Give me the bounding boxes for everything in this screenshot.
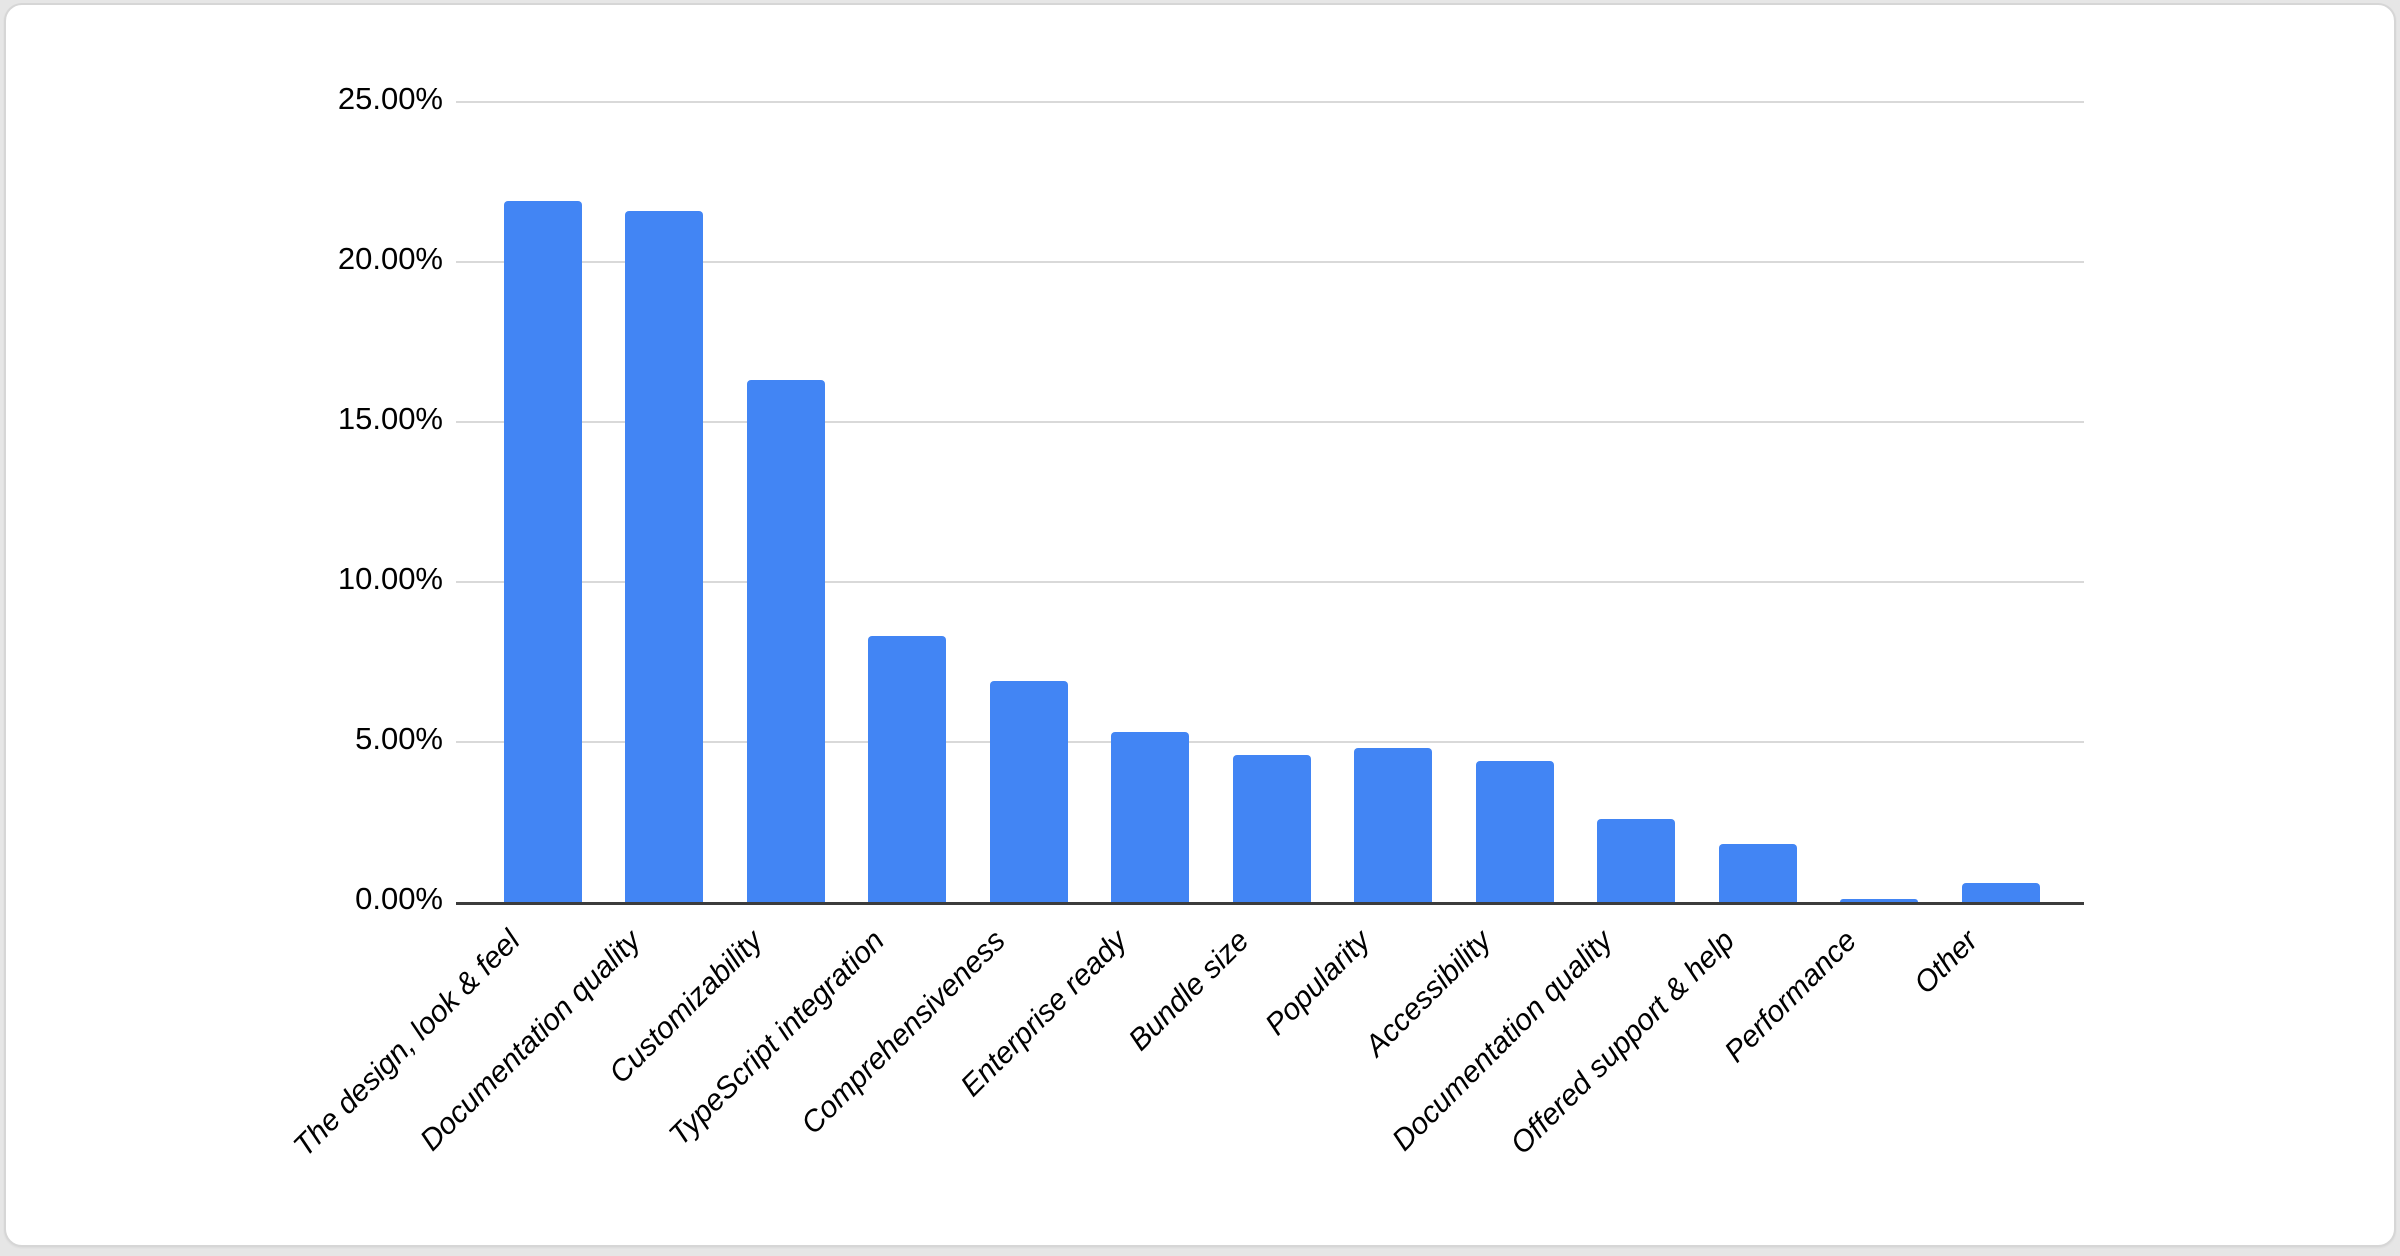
y-axis-tick-label: 20.00%: [337, 241, 443, 276]
plot-area: [456, 101, 2084, 905]
gridline: [456, 101, 2084, 103]
bar-series: [482, 102, 2062, 902]
bar: [1718, 844, 1797, 902]
bar: [503, 201, 582, 902]
bar: [1961, 882, 2040, 902]
y-axis-tick-label: 10.00%: [337, 561, 443, 596]
gridline: [456, 261, 2084, 263]
gridline: [456, 581, 2084, 583]
bar: [746, 380, 825, 902]
x-axis-line: [456, 902, 2084, 905]
y-axis-tick-label: 5.00%: [355, 721, 443, 756]
bar: [1840, 898, 1919, 902]
y-axis-tick-label: 25.00%: [337, 81, 443, 116]
bar: [625, 210, 704, 902]
bar: [1475, 761, 1554, 902]
y-axis-tick-label: 0.00%: [355, 881, 443, 916]
chart-card: 25.00% 20.00% 15.00% 10.00% 5.00% 0.00% The d…: [4, 3, 2396, 1247]
bar: [868, 636, 947, 902]
y-axis-tick-label: 15.00%: [337, 401, 443, 436]
gridline: [456, 421, 2084, 423]
bar: [1354, 748, 1433, 902]
bar: [989, 681, 1068, 902]
gridline: [456, 741, 2084, 743]
bar: [1232, 754, 1311, 902]
bar: [1597, 818, 1676, 902]
bar: [1111, 732, 1190, 902]
